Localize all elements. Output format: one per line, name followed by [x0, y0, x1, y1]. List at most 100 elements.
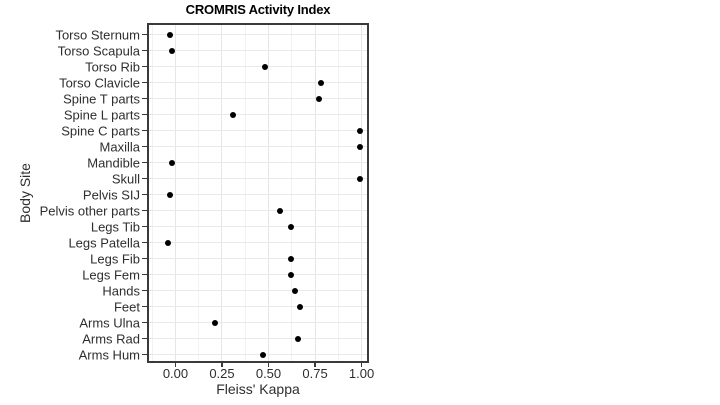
y-major-gridline	[147, 322, 369, 323]
y-tick-label: Torso Sternum	[55, 27, 140, 42]
y-tick-mark	[142, 289, 147, 292]
data-point	[356, 143, 363, 150]
y-tick-label: Pelvis other parts	[39, 203, 140, 218]
y-major-gridline	[147, 82, 369, 83]
y-tick-mark	[142, 145, 147, 148]
y-major-gridline	[147, 194, 369, 195]
y-tick-mark	[142, 305, 147, 308]
y-major-gridline	[147, 242, 369, 243]
y-tick-mark	[142, 209, 147, 212]
data-point	[356, 175, 363, 182]
x-major-gridline	[268, 23, 269, 363]
x-minor-gridline	[151, 23, 153, 363]
y-major-gridline	[147, 306, 369, 307]
y-tick-label: Hands	[102, 283, 140, 298]
data-point	[356, 127, 363, 134]
data-point	[259, 351, 266, 358]
data-point	[166, 191, 173, 198]
y-major-gridline	[147, 66, 369, 67]
y-tick-mark	[142, 113, 147, 116]
y-tick-mark	[142, 97, 147, 100]
data-point	[165, 239, 172, 246]
x-axis-title: Fleiss' Kappa	[216, 381, 300, 397]
data-point	[168, 47, 175, 54]
y-tick-mark	[142, 257, 147, 260]
x-tick-mark	[360, 363, 363, 367]
data-point	[297, 303, 304, 310]
y-tick-label: Arms Hum	[78, 347, 140, 362]
data-point	[168, 159, 175, 166]
y-tick-label: Mandible	[87, 155, 140, 170]
y-tick-label: Torso Scapula	[57, 43, 140, 58]
x-major-gridline	[221, 23, 223, 363]
y-tick-mark	[142, 225, 147, 228]
data-point	[291, 287, 298, 294]
y-tick-mark	[142, 33, 147, 36]
data-point	[287, 255, 294, 262]
y-major-gridline	[147, 178, 369, 179]
y-tick-label: Spine T parts	[63, 91, 140, 106]
y-tick-label: Spine L parts	[63, 107, 140, 122]
y-major-gridline	[147, 258, 369, 259]
y-tick-label: Legs Fib	[90, 251, 140, 266]
y-tick-label: Torso Rib	[85, 59, 140, 74]
x-tick-mark	[174, 363, 177, 367]
x-minor-gridline	[198, 23, 200, 363]
y-tick-label: Skull	[111, 171, 140, 186]
x-tick-mark	[314, 363, 316, 367]
x-tick-label: 1.00	[348, 366, 375, 381]
y-major-gridline	[147, 114, 369, 115]
y-major-gridline	[147, 146, 369, 147]
y-major-gridline	[147, 226, 369, 227]
y-axis-title: Body Site	[17, 163, 33, 223]
y-tick-mark	[142, 273, 147, 276]
y-tick-mark	[142, 177, 147, 180]
data-point	[317, 79, 324, 86]
x-minor-gridline	[337, 23, 339, 363]
y-tick-label: Pelvis SIJ	[82, 187, 140, 202]
y-major-gridline	[147, 338, 369, 339]
y-tick-mark	[142, 65, 147, 68]
y-tick-mark	[142, 321, 147, 324]
x-major-gridline	[314, 23, 316, 363]
y-major-gridline	[147, 50, 369, 51]
y-major-gridline	[147, 98, 369, 99]
data-point	[295, 335, 302, 342]
x-tick-label: 0.25	[209, 366, 235, 381]
y-major-gridline	[147, 210, 369, 211]
data-point	[166, 31, 173, 38]
y-major-gridline	[147, 34, 369, 35]
data-point	[287, 271, 294, 278]
x-tick-label: 0.00	[162, 366, 189, 381]
y-major-gridline	[147, 274, 369, 275]
y-tick-label: Arms Ulna	[79, 315, 140, 330]
data-point	[287, 223, 294, 230]
data-point	[315, 95, 322, 102]
y-tick-label: Legs Tib	[90, 219, 140, 234]
y-major-gridline	[147, 354, 369, 355]
data-point	[230, 111, 237, 118]
y-tick-label: Legs Fem	[82, 267, 140, 282]
x-major-gridline	[361, 23, 363, 363]
x-tick-mark	[221, 363, 223, 367]
data-point	[211, 319, 218, 326]
y-tick-mark	[142, 81, 147, 84]
y-tick-label: Legs Patella	[68, 235, 140, 250]
x-tick-mark	[267, 363, 270, 367]
y-tick-label: Arms Rad	[82, 331, 140, 346]
x-minor-gridline	[244, 23, 246, 363]
y-tick-mark	[142, 161, 147, 164]
y-tick-label: Maxilla	[99, 139, 140, 154]
data-point	[261, 63, 268, 70]
y-tick-label: Spine C parts	[61, 123, 140, 138]
y-major-gridline	[147, 162, 369, 163]
x-tick-label: 0.50	[255, 366, 282, 381]
y-tick-mark	[142, 337, 147, 340]
y-tick-mark	[142, 193, 147, 196]
y-major-gridline	[147, 290, 369, 291]
y-tick-label: Torso Clavicle	[59, 75, 140, 90]
y-tick-mark	[142, 241, 147, 244]
data-point	[276, 207, 283, 214]
x-major-gridline	[174, 23, 176, 363]
